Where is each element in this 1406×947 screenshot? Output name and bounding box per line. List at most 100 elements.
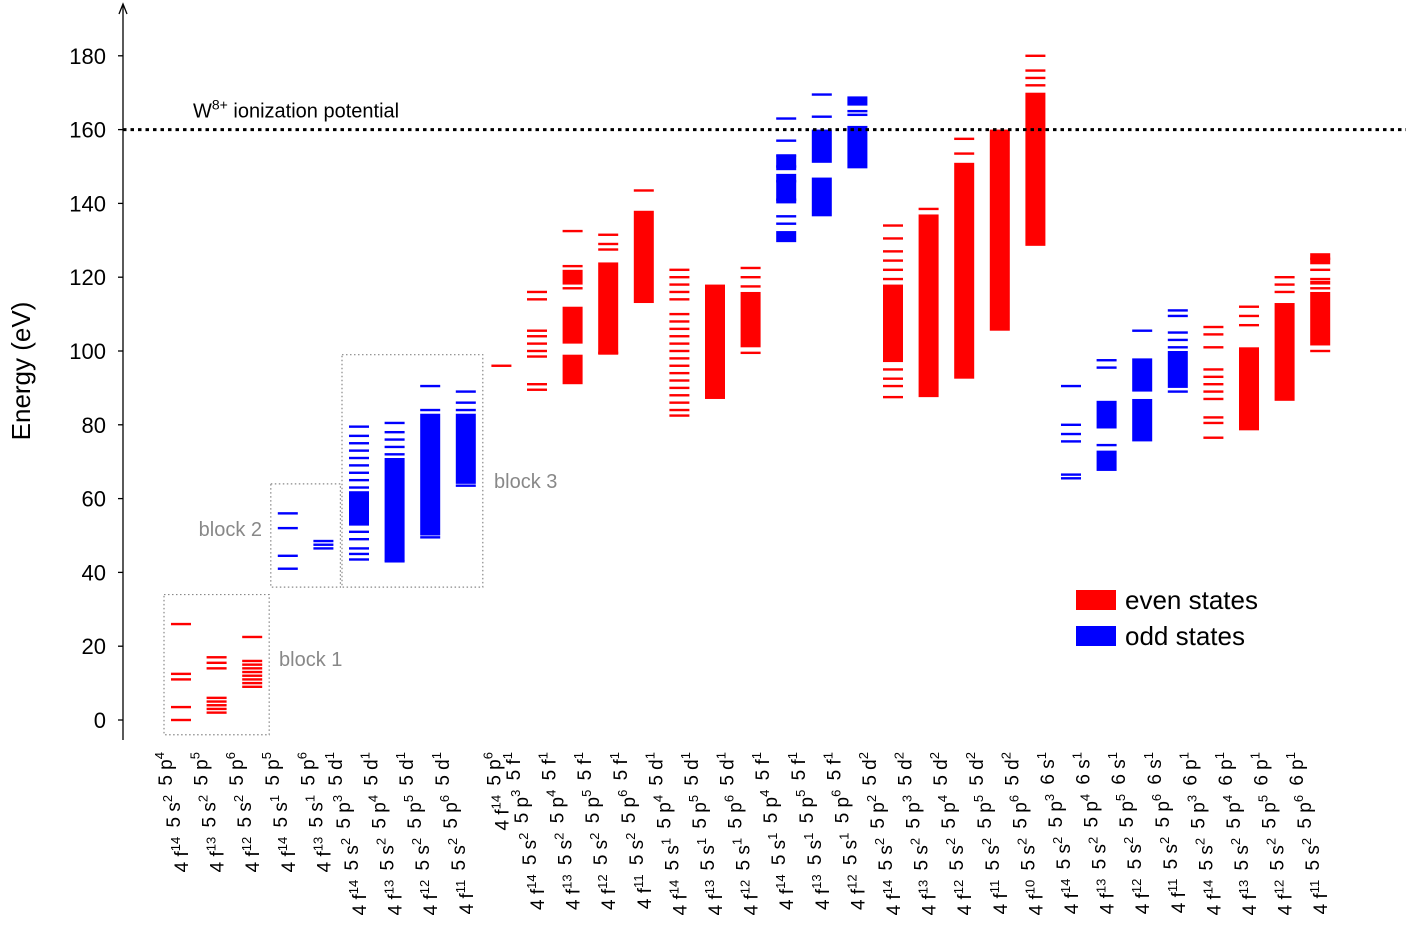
ionization-label-base: W	[193, 101, 212, 123]
occupancy: 3	[1184, 795, 1199, 802]
x-category-label: 4 f14 5 s2 5 p2 5 d2	[856, 752, 905, 915]
energy-level-marks	[171, 54, 1331, 722]
occupancy: 1	[1212, 752, 1227, 759]
occupancy: 4	[1078, 794, 1093, 801]
energy-band	[598, 262, 619, 355]
energy-level	[1096, 366, 1117, 369]
occupancy: 12	[738, 880, 753, 894]
occupancy: 4	[152, 752, 167, 759]
orbital: 6 p	[1216, 759, 1237, 791]
orbital: 6 s	[1145, 759, 1166, 790]
orbital: 5 s	[378, 845, 399, 876]
occupancy: 2	[872, 838, 887, 845]
energy-band	[740, 291, 761, 348]
orbital: 5 p	[156, 759, 177, 791]
x-category-label: 4 f14 5 s1 5 p4 5 f1	[749, 752, 798, 910]
energy-band	[349, 491, 369, 525]
occupancy: 14	[488, 795, 503, 809]
orbital: 4 f	[884, 893, 905, 915]
energy-level	[206, 696, 227, 700]
orbital: 5 p	[441, 802, 462, 834]
energy-level	[1167, 338, 1188, 342]
orbital: 5 s	[912, 845, 933, 876]
energy-level	[669, 408, 690, 412]
energy-level	[740, 266, 761, 270]
occupancy: 2	[963, 752, 978, 759]
energy-level	[349, 537, 369, 541]
energy-level	[562, 264, 583, 268]
orbital: 6 p	[1287, 759, 1308, 791]
occupancy: 1	[749, 752, 764, 759]
occupancy: 3	[900, 795, 915, 802]
orbital: 6 p	[1180, 759, 1201, 791]
occupancy: 13	[310, 837, 325, 851]
energy-level	[669, 371, 690, 375]
orbital: 5 f	[575, 759, 596, 786]
energy-level	[1203, 397, 1224, 401]
orbital: 4 f	[706, 893, 727, 915]
energy-band	[847, 125, 868, 169]
x-category-label: 4 f12 5 s1 5 p6 5 f1	[820, 752, 869, 910]
orbital: 5 p	[868, 802, 889, 834]
energy-level	[1061, 473, 1081, 476]
orbital: 5 p	[1117, 801, 1138, 833]
legend-label-odd: odd states	[1125, 621, 1245, 651]
orbital: 4 f	[528, 888, 549, 910]
orbital: 5 s	[769, 840, 790, 871]
occupancy: 12	[1272, 880, 1287, 894]
orbital: 4 f	[421, 893, 442, 915]
orbital: 5 s	[1268, 845, 1289, 876]
orbital: 4 f	[457, 893, 478, 915]
occupancy: 1	[801, 833, 816, 840]
occupancy: 2	[1299, 838, 1314, 845]
orbital: 5 f	[540, 759, 561, 786]
energy-band	[776, 155, 797, 171]
energy-level	[598, 242, 619, 246]
orbital: 5 s	[1161, 844, 1182, 875]
orbital: 5 s	[983, 845, 1004, 876]
occupancy: 2	[1121, 837, 1136, 844]
energy-level	[776, 154, 797, 157]
energy-level	[277, 526, 298, 530]
y-tick-label: 20	[82, 634, 106, 659]
energy-level	[313, 547, 334, 550]
occupancy: 2	[374, 838, 389, 845]
orbital: 5 s	[947, 845, 968, 876]
orbital: 5 s	[449, 845, 470, 876]
legend-label-even: even states	[1125, 585, 1258, 615]
y-tick-label: 80	[82, 413, 106, 438]
energy-band	[1132, 398, 1153, 442]
energy-band	[420, 413, 441, 536]
orbital: 5 p	[192, 759, 213, 791]
orbital: 5 p	[512, 797, 533, 829]
orbital: 5 d	[326, 759, 347, 791]
energy-level	[420, 536, 441, 539]
occupancy: 1	[393, 752, 408, 759]
energy-level	[776, 117, 797, 120]
occupancy: 3	[508, 790, 523, 797]
energy-level	[598, 351, 619, 355]
orbital: 4 f	[172, 851, 193, 873]
occupancy: 1	[730, 838, 745, 845]
energy-level	[1167, 309, 1188, 312]
energy-band	[989, 129, 1010, 331]
energy-level	[420, 384, 441, 388]
energy-band	[1239, 347, 1259, 431]
energy-level	[242, 685, 263, 688]
orbital: 4 f	[1133, 892, 1154, 914]
energy-level	[669, 320, 690, 323]
orbital: 5 s	[271, 802, 292, 833]
occupancy: 4	[366, 795, 381, 802]
energy-level	[669, 379, 690, 382]
energy-level	[669, 349, 690, 353]
occupancy: 1	[1283, 752, 1298, 759]
orbital: 4 f	[243, 851, 264, 873]
occupancy: 5	[793, 790, 808, 797]
occupancy: 11	[631, 874, 646, 888]
orbital: 6 s	[1109, 759, 1130, 790]
energy-level	[740, 276, 761, 279]
energy-level	[669, 335, 690, 338]
orbital: 4 f	[279, 851, 300, 873]
y-tick-label: 120	[69, 265, 106, 290]
orbital: 6 s	[1074, 759, 1095, 790]
